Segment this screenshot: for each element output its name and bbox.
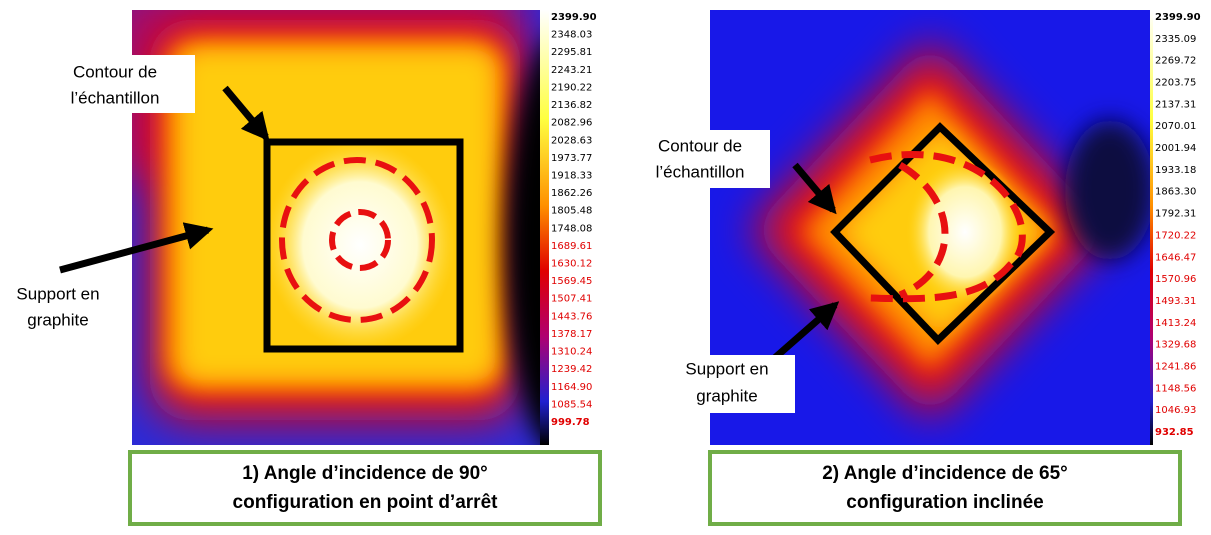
scale-label: 1720.22 [1155,230,1196,241]
annotation: Support en [685,359,768,378]
scale-label: 1046.93 [1155,405,1196,416]
annotation: graphite [27,310,88,329]
scale-label: 1973.77 [551,153,592,164]
scale-label: 2203.75 [1155,78,1196,89]
scale-label: 932.85 [1155,427,1194,438]
scale-label: 1689.61 [551,241,592,252]
scale-label: 1413.24 [1155,318,1196,329]
sample-outline [830,122,1056,345]
dashed-circle [279,157,435,323]
scale-label: 1569.45 [551,276,592,287]
annotation: Contour de [73,62,157,81]
scale-label: 1862.26 [551,188,592,199]
scale-label: 1493.31 [1155,296,1196,307]
scale-label: 1748.08 [551,223,592,234]
scale-label: 1239.42 [551,364,592,375]
scale-background [1150,10,1211,445]
dashed-arc [869,151,1026,303]
sample-outline [263,138,464,353]
scale-label: 1805.48 [551,206,592,217]
scale-label: 2136.82 [551,100,592,111]
annotation: l’échantillon [71,88,160,107]
label-background [660,355,795,413]
scale-label: 2348.03 [551,30,592,41]
scale-label: 1378.17 [551,329,592,340]
annotation: l’échantillon [656,162,745,181]
scale-label: 1164.90 [551,382,592,393]
scale-label: 2137.31 [1155,99,1196,110]
scale-label: 2399.90 [1155,12,1201,23]
scale-label: 1310.24 [551,347,592,358]
arrow [222,85,270,142]
scale-label: 1443.76 [551,311,592,322]
scale-label: 2243.21 [551,65,592,76]
scale-label: 1329.68 [1155,340,1196,351]
scale-label: 1863.30 [1155,187,1196,198]
caption-box [708,450,1182,526]
arrow [792,162,837,215]
annotation: Support en [16,284,99,303]
scale-label: 1918.33 [551,170,592,181]
dashed-circle [329,209,391,271]
scale-label: 2028.63 [551,135,592,146]
scale-label: 2082.96 [551,118,592,129]
caption: configuration inclinée [846,492,1043,513]
label-background [45,55,195,113]
dashed-arc [898,161,949,299]
scale-label: 1241.86 [1155,361,1196,372]
scale-label: 2001.94 [1155,143,1196,154]
caption-box [128,450,602,526]
caption: 1) Angle d’incidence de 90° [242,463,488,484]
label-background [635,130,770,188]
scale-label: 1933.18 [1155,165,1196,176]
scale-label: 2295.81 [551,47,592,58]
scale-label: 1148.56 [1155,383,1196,394]
color-bar [540,10,549,445]
scale-label: 2399.90 [551,12,597,23]
scale-label: 1507.41 [551,294,592,305]
scale-label: 1570.96 [1155,274,1196,285]
arrow [59,222,214,274]
scale-label: 2190.22 [551,82,592,93]
scale-label: 2335.09 [1155,34,1196,45]
scale-label: 1630.12 [551,259,592,270]
annotation: Contour de [658,136,742,155]
caption: 2) Angle d’incidence de 65° [822,463,1068,484]
color-bar [1150,10,1153,445]
arrow [767,301,840,365]
scale-background [540,10,595,445]
scale-label: 2070.01 [1155,121,1196,132]
caption: configuration en point d’arrêt [233,492,499,513]
scale-label: 1085.54 [551,399,592,410]
annotation: graphite [696,386,757,405]
scale-label: 1792.31 [1155,209,1196,220]
scale-label: 2269.72 [1155,56,1196,67]
scale-label: 999.78 [551,417,590,428]
scale-label: 1646.47 [1155,252,1196,263]
